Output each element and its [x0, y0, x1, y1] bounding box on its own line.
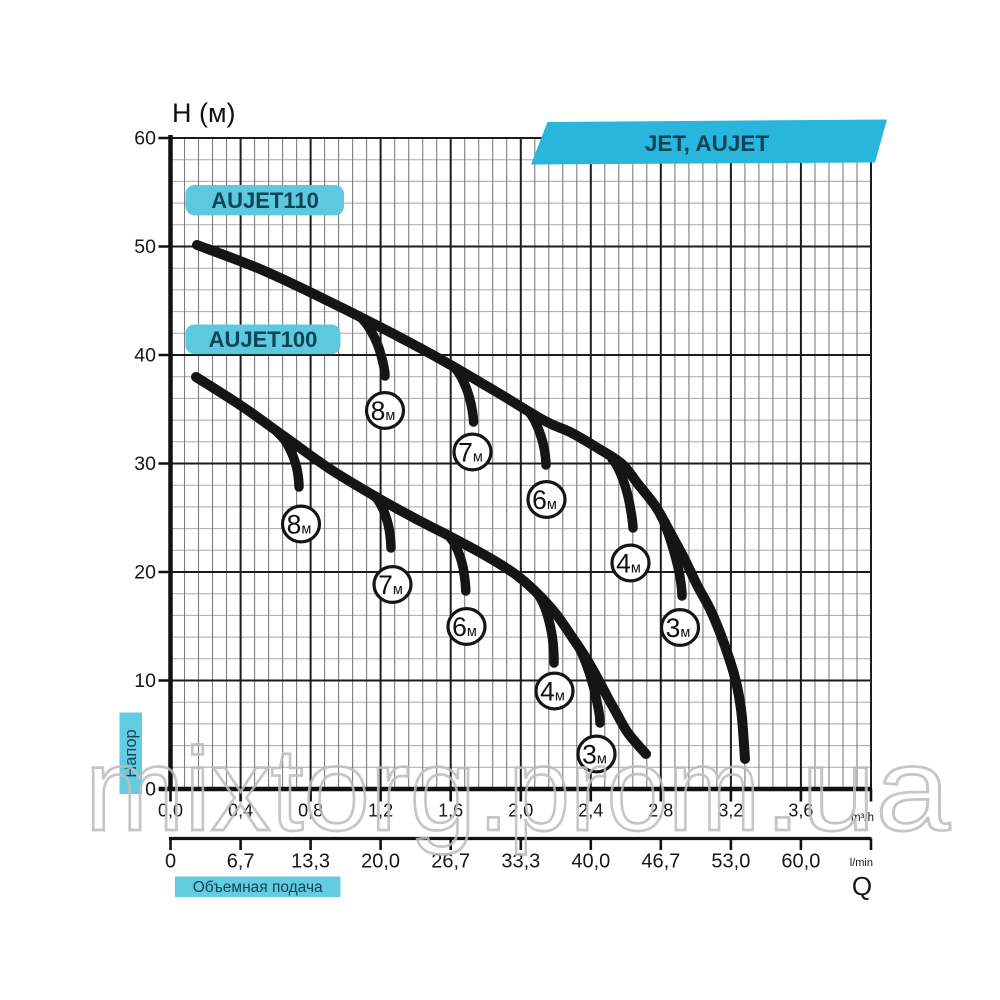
- svg-text:0: 0: [165, 851, 176, 873]
- svg-text:13,3: 13,3: [291, 851, 330, 873]
- svg-text:1,6: 1,6: [438, 801, 463, 821]
- svg-text:Напор: Напор: [122, 729, 140, 777]
- svg-text:6,7: 6,7: [227, 851, 255, 873]
- svg-text:.prom: .prom: [478, 724, 760, 856]
- svg-text:0: 0: [145, 779, 156, 801]
- svg-text:33,3: 33,3: [501, 851, 540, 873]
- svg-text:0,0: 0,0: [158, 801, 183, 821]
- svg-text:JET, AUJET: JET, AUJET: [645, 131, 769, 156]
- svg-text:0,8: 0,8: [298, 801, 323, 821]
- svg-text:40,0: 40,0: [571, 851, 610, 873]
- svg-text:20: 20: [134, 562, 156, 584]
- svg-text:AUJET100: AUJET100: [209, 327, 318, 352]
- svg-text:0,4: 0,4: [228, 801, 253, 821]
- svg-text:l/min: l/min: [850, 857, 873, 869]
- svg-text:m³/h: m³/h: [851, 812, 874, 824]
- svg-text:26,7: 26,7: [431, 851, 470, 873]
- svg-text:2,8: 2,8: [648, 801, 673, 821]
- svg-text:AUJET110: AUJET110: [211, 188, 319, 213]
- svg-text:60,0: 60,0: [781, 851, 820, 873]
- svg-text:1,2: 1,2: [368, 801, 393, 821]
- svg-text:3,2: 3,2: [718, 801, 743, 821]
- svg-text:3м: 3м: [666, 613, 691, 643]
- svg-text:30: 30: [134, 453, 156, 475]
- svg-text:Q: Q: [852, 871, 872, 901]
- svg-text:10: 10: [134, 670, 156, 692]
- svg-text:H (м): H (м): [172, 98, 236, 128]
- svg-text:2,4: 2,4: [578, 801, 603, 821]
- svg-text:40: 40: [134, 345, 156, 367]
- svg-text:50: 50: [134, 236, 156, 258]
- svg-text:Объемная подача: Объемная подача: [193, 879, 323, 896]
- svg-text:2,0: 2,0: [508, 801, 533, 821]
- svg-text:.ua: .ua: [764, 724, 950, 856]
- svg-text:3,6: 3,6: [788, 801, 813, 821]
- svg-text:60: 60: [134, 128, 156, 150]
- svg-text:7м: 7м: [378, 570, 403, 600]
- svg-text:20,0: 20,0: [361, 851, 400, 873]
- svg-text:mixtorg: mixtorg: [85, 724, 476, 856]
- svg-text:46,7: 46,7: [641, 851, 680, 873]
- svg-text:53,0: 53,0: [711, 851, 750, 873]
